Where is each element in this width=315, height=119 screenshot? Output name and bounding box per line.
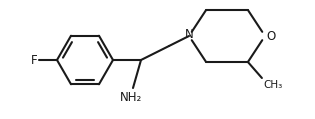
Text: CH₃: CH₃ — [263, 80, 282, 90]
Text: F: F — [30, 54, 37, 67]
Text: N: N — [185, 28, 193, 42]
Text: O: O — [266, 30, 275, 42]
Text: NH₂: NH₂ — [120, 91, 142, 104]
